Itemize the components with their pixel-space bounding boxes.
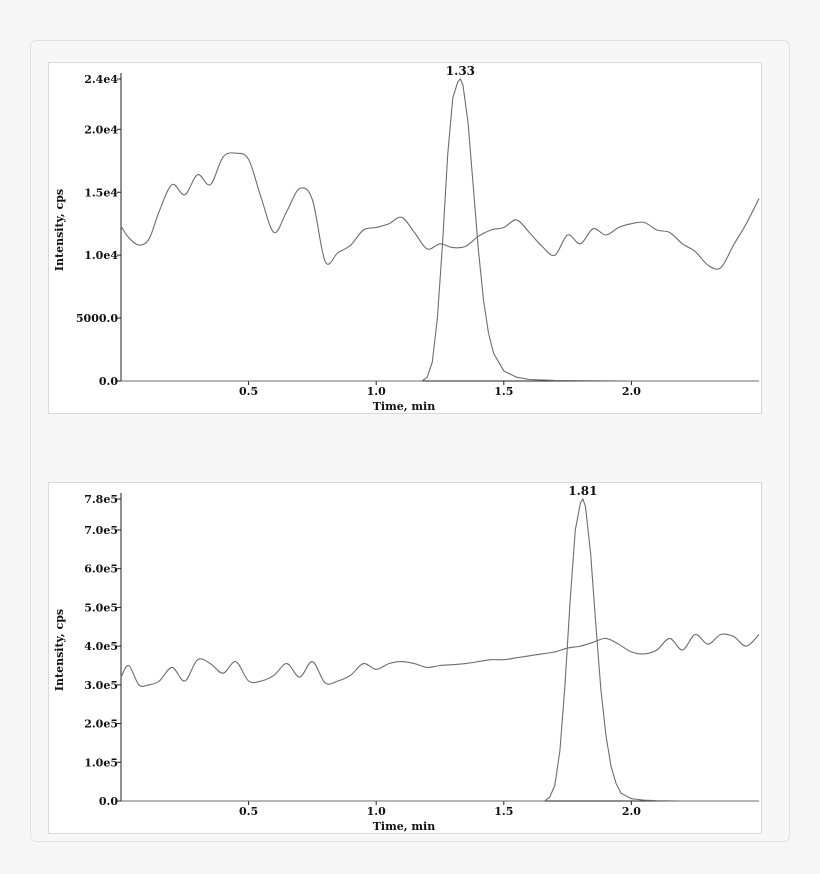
x-tick-label: 1.5 — [494, 805, 513, 818]
x-tick-label: 1.5 — [494, 385, 513, 398]
x-tick-label: 2.0 — [622, 805, 641, 818]
peak-apex-label: 1.33 — [446, 64, 475, 78]
x-tick-label: 1.0 — [367, 385, 386, 398]
y-tick-label: 2.0e4 — [84, 123, 118, 136]
y-tick-label: 0.0 — [99, 795, 118, 808]
x-axis-title: Time, min — [373, 400, 435, 413]
y-tick-label: 0.0 — [99, 375, 118, 388]
y-tick-label: 3.0e5 — [84, 679, 118, 692]
y-tick-label: 4.0e5 — [84, 640, 118, 653]
peak-trace — [121, 497, 759, 802]
x-axis-title: Time, min — [373, 820, 435, 833]
y-tick-label: 6.0e5 — [84, 563, 118, 576]
chromatogram-panel-bottom: 0.0 1.0e5 2.0e5 3.0e5 4.0e5 5.0e5 6.0e5 7.0e5 7.… — [48, 482, 762, 834]
y-axis-title: Intensity, cps — [53, 189, 66, 271]
y-axis-title: Intensity, cps — [53, 609, 66, 691]
x-tick-label: 2.0 — [622, 385, 641, 398]
y-tick-label: 2.4e4 — [84, 73, 118, 86]
chromatogram-chart-bottom: 0.0 1.0e5 2.0e5 3.0e5 4.0e5 5.0e5 6.0e5 7.0e5 7.… — [53, 484, 760, 833]
y-tick-label: 1.5e4 — [84, 186, 118, 199]
x-tick-label: 1.0 — [367, 805, 386, 818]
y-tick-label: 1.0e5 — [84, 756, 118, 769]
peak-trace — [121, 78, 759, 382]
y-tick-label: 5000.0 — [76, 312, 118, 325]
chromatogram-panel-top: 0.0 5000.0 1.0e4 1.5e4 2.0e4 2.4e4 0.5 1.0 1.5 2.… — [48, 62, 762, 414]
y-tick-label: 5.0e5 — [84, 601, 118, 614]
y-tick-label: 1.0e4 — [84, 249, 118, 262]
peak-apex-label: 1.81 — [568, 484, 597, 498]
baseline-trace — [120, 152, 760, 270]
chromatogram-chart-top: 0.0 5000.0 1.0e4 1.5e4 2.0e4 2.4e4 0.5 1.0 1.5 2.… — [53, 64, 760, 413]
y-tick-label: 7.0e5 — [84, 524, 118, 537]
baseline-trace — [120, 633, 760, 687]
x-tick-label: 0.5 — [239, 805, 258, 818]
y-tick-label: 7.8e5 — [84, 493, 118, 506]
x-tick-label: 0.5 — [239, 385, 258, 398]
y-tick-label: 2.0e5 — [84, 718, 118, 731]
